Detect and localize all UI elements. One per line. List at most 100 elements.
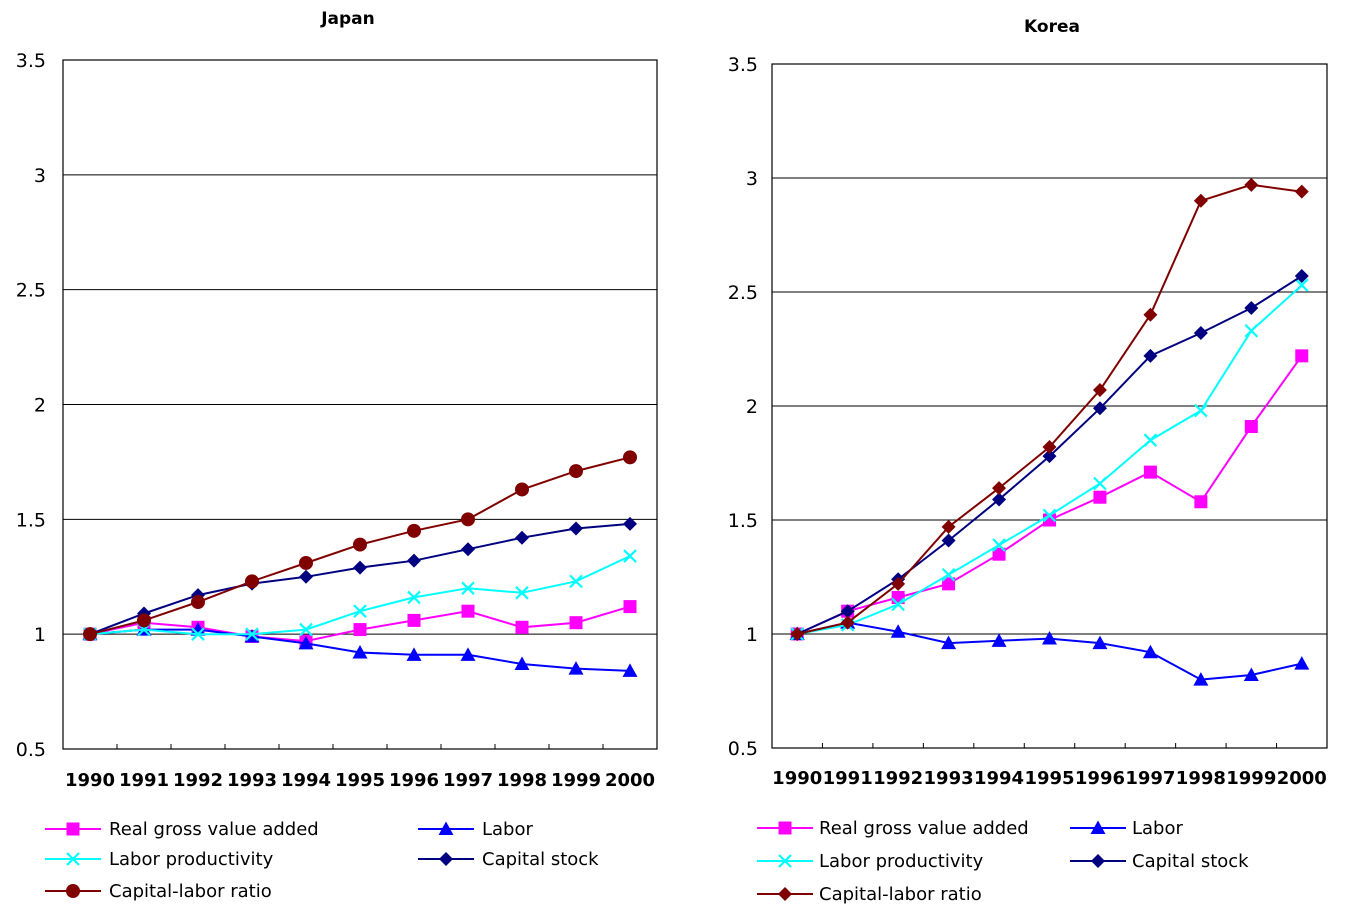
x-tick-label: 1995 [335,770,385,791]
data-point [569,464,583,479]
data-point [992,547,1006,561]
legend-swatch-marker [1091,854,1105,868]
chart-title: Japan [320,9,375,29]
x-tick-label: 1993 [227,770,277,791]
data-point [1194,495,1208,509]
data-point [1294,656,1310,670]
y-tick-label: 3 [34,165,46,187]
legend-swatch-marker [66,852,80,866]
legend-item: Labor [1070,818,1183,839]
y-tick-label: 3 [746,168,758,190]
legend-swatch-marker [66,822,80,836]
data-point [353,560,367,575]
data-point [1243,667,1259,682]
data-point [1143,307,1158,322]
x-tick-label: 1994 [974,768,1024,789]
y-tick-label: 0.5 [16,739,46,761]
x-tick-label: 1995 [1024,768,1074,789]
x-tick-label: 1992 [873,768,923,789]
chart-japan: Japan 0.5 1 1.5 2 2.5 3 3.5 1990 1991 1992 1993 1994… [16,9,658,902]
x-tick-label: 1993 [924,768,974,789]
legend-swatch-marker [778,887,792,901]
data-point [299,555,313,570]
data-point [891,597,905,612]
data-point [298,635,314,650]
data-point [137,613,151,628]
data-point [1143,465,1157,479]
data-point [407,613,421,627]
series-capital-labor-ratio [83,450,637,642]
data-point [840,604,855,619]
data-point [1143,433,1158,447]
data-point [406,647,422,661]
chart-korea: Korea 0.5 1 1.5 2 2.5 3 3.5 1990 1991 1992 1993 1994… [728,17,1328,905]
data-point [942,577,956,591]
data-point [1193,193,1208,208]
series-real-gross-value-added [790,349,1309,641]
data-point [568,661,584,675]
data-point [891,576,906,591]
data-point [190,622,206,636]
data-point [353,604,367,618]
y-tick-label: 1.5 [16,509,46,531]
data-point [790,627,805,641]
data-point [1093,476,1107,491]
legend-item: Real gross value added [757,818,1029,839]
data-point [299,569,313,584]
legend-label: Capital stock [482,849,599,870]
series-capital-stock [790,269,1309,641]
legend-swatch-marker [778,854,792,868]
data-point [890,624,906,638]
data-point [1295,349,1309,363]
data-point [1244,300,1259,315]
series-line [796,355,1303,635]
data-point [245,574,259,589]
data-point [515,482,529,497]
y-tick-label: 1 [746,624,758,646]
x-tick-label: 1990 [772,768,822,789]
legend-swatch-marker [439,852,453,866]
data-point [1244,323,1259,338]
data-point [461,604,475,618]
x-tick-label: 1996 [1075,768,1125,789]
y-tick-label: 3.5 [16,50,46,72]
legend-swatch-marker [778,821,792,835]
legend-swatch-marker [66,884,80,898]
legend-label: Labor productivity [819,851,984,872]
legend: Real gross value added Labor Labor product… [757,818,1249,905]
series-capital-stock [83,516,637,642]
legend: Real gross value added Labor Labor product… [45,819,599,902]
series-capital-labor-ratio [790,177,1309,641]
data-point [461,581,475,596]
data-point [515,586,529,600]
legend-label: Real gross value added [109,819,319,840]
legend-item: Capital-labor ratio [45,881,272,902]
x-tick-label: 1994 [281,770,331,791]
data-point [840,615,855,630]
data-point [1244,177,1259,192]
series-real-gross-value-added [83,600,637,648]
legend-label: Labor [1132,818,1183,839]
data-point [1092,401,1107,416]
data-point [1294,278,1309,292]
data-point [460,647,476,661]
legend-item: Real gross value added [45,819,319,840]
series-labor [789,615,1310,686]
data-point [1092,383,1107,398]
data-point [1294,269,1309,284]
legend-item: Labor productivity [45,849,274,870]
data-point [191,595,205,610]
x-tick-label: 1999 [551,770,601,791]
x-tick-label: 1992 [173,770,223,791]
legend-label: Real gross value added [819,818,1029,839]
data-point [1042,508,1057,523]
plot-area-border [771,63,1328,749]
x-tick-label: 1991 [823,768,873,789]
data-point [1244,420,1258,434]
data-point [407,590,421,605]
data-point [941,519,956,534]
data-point [461,512,475,527]
legend-label: Labor [482,819,533,840]
data-point [992,538,1006,552]
